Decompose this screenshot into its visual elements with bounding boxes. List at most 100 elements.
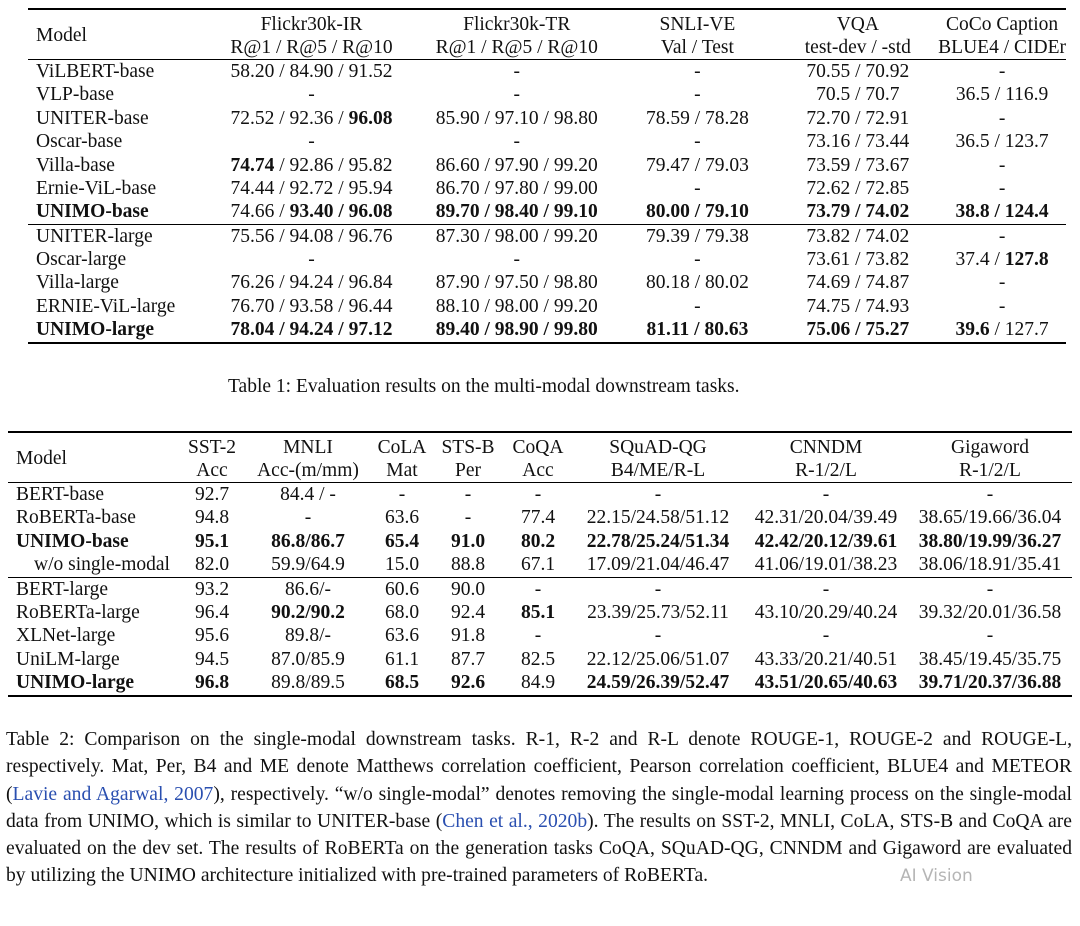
- table-row: VLP-base - - - 70.5 / 70.7 36.5 / 116.9: [28, 83, 1066, 106]
- cell: -: [998, 154, 1006, 176]
- table1-subheader-col3: Val / Test: [617, 36, 778, 60]
- table-row: RoBERTa-base 94.8 - 63.6 - 77.4 22.15/24…: [8, 506, 1072, 529]
- cell: -: [822, 483, 830, 505]
- cell: -: [822, 625, 830, 647]
- cell: -: [398, 483, 406, 505]
- table2-subheader-col8: R-1/2/L: [908, 459, 1072, 483]
- cell: 76.70 / 93.58 / 96.44: [230, 295, 393, 317]
- cell: 75.56 / 94.08 / 96.76: [206, 223, 417, 249]
- cell: 89.8/-: [284, 625, 332, 647]
- cell: -: [998, 177, 1006, 199]
- table-row: w/o single-modal 82.0 59.9/64.9 15.0 88.…: [8, 553, 1072, 577]
- table2-subheader-col2: Acc-(m/mm): [244, 459, 372, 483]
- cell: 59.9/64.9: [271, 554, 345, 576]
- model-name: RoBERTa-large: [16, 601, 140, 623]
- cell: 96.8: [194, 672, 230, 694]
- table-row: BERT-large 93.2 86.6/- 60.6 90.0 - - - -: [8, 576, 1072, 601]
- table1-subheader-col5: BLUE4 / CIDEr: [938, 36, 1066, 60]
- cell: 82.5: [520, 648, 556, 670]
- cell: 94.8: [194, 507, 230, 529]
- cell: 22.12/25.06/51.07: [586, 648, 730, 670]
- table2-subheader-col7: R-1/2/L: [744, 459, 908, 483]
- cell: 61.1: [384, 648, 420, 670]
- cell: 80.18 / 80.02: [645, 272, 749, 294]
- cell-part-bold: 127.8: [1004, 249, 1049, 271]
- cell: 77.4: [520, 507, 556, 529]
- cell: 72.52 / 92.36 / 96.08: [207, 107, 416, 130]
- cell: 86.8/86.7: [271, 530, 345, 552]
- model-name: Oscar-base: [36, 131, 123, 153]
- cell: 89.40 / 98.90 / 99.80: [435, 319, 598, 341]
- cell: 79.47 / 79.03: [645, 154, 749, 176]
- model-name: Oscar-large: [36, 249, 127, 271]
- cell: -: [572, 576, 744, 601]
- cell: 63.6: [384, 507, 420, 529]
- cell: 91.8: [450, 625, 486, 647]
- cell: 38.80/19.99/36.27: [918, 530, 1062, 552]
- cell: -: [308, 84, 315, 106]
- citation-link[interactable]: Lavie and Agarwal, 2007: [12, 783, 214, 805]
- cell-part-bold: 96.08: [348, 107, 393, 129]
- cell-part: / 127.7: [989, 319, 1049, 341]
- cell: 93.2: [180, 576, 244, 601]
- table-row: UNITER-base 72.52 / 92.36 / 96.08 85.90 …: [28, 107, 1066, 130]
- table-row: UNITER-large 75.56 / 94.08 / 96.76 87.30…: [28, 223, 1066, 249]
- cell: 42.31/20.04/39.49: [754, 507, 898, 529]
- table2-header-model: Model: [8, 432, 180, 483]
- cell: -: [986, 625, 994, 647]
- model-name: UniLM-large: [16, 648, 120, 670]
- model-name: Villa-large: [36, 272, 119, 294]
- model-name: UNIMO-base: [36, 201, 149, 223]
- table2-subheader-col3: Mat: [372, 459, 432, 483]
- cell: 95.1: [194, 530, 230, 552]
- cell-part: / 92.86 / 95.82: [274, 154, 393, 176]
- cell: 63.6: [384, 625, 420, 647]
- cell: 37.4 / 127.8: [938, 248, 1066, 271]
- cell: 67.1: [520, 554, 556, 576]
- cell: 74.66 / 93.40 / 96.08: [207, 200, 416, 224]
- table-row: Villa-large 76.26 / 94.24 / 96.84 87.90 …: [28, 272, 1066, 295]
- cell: 86.6/-: [244, 576, 372, 601]
- cell: -: [513, 131, 520, 153]
- cell: 87.0/85.9: [271, 648, 345, 670]
- table-row: Villa-base 74.74 / 92.86 / 95.82 86.60 /…: [28, 154, 1066, 177]
- cell: 84.4 / -: [280, 483, 336, 505]
- cell: -: [308, 249, 315, 271]
- model-name: Ernie-ViL-base: [36, 177, 157, 199]
- cell: 74.44 / 92.72 / 95.94: [230, 177, 393, 199]
- cell-part: 74.66 /: [230, 201, 290, 223]
- cell: -: [464, 507, 472, 529]
- cell: 87.7: [450, 648, 486, 670]
- cell: 73.16 / 73.44: [806, 131, 910, 153]
- table-row: RoBERTa-large 96.4 90.2/90.2 68.0 92.4 8…: [8, 601, 1072, 624]
- cell: 88.8: [450, 554, 486, 576]
- table2-header-col4: STS-B: [441, 436, 495, 458]
- table2-subheader-col1: Acc: [180, 459, 244, 483]
- cell: 72.70 / 72.91: [806, 107, 910, 129]
- cell: 90.2/90.2: [271, 601, 345, 623]
- table-row: Oscar-large - - - 73.61 / 73.82 37.4 / 1…: [28, 248, 1066, 271]
- cell: 90.0: [432, 576, 504, 601]
- cell: 73.61 / 73.82: [806, 249, 910, 271]
- cell: 39.6 / 127.7: [938, 318, 1066, 342]
- cell: 43.51/20.65/40.63: [754, 672, 898, 694]
- cell: 70.55 / 70.92: [806, 60, 910, 82]
- table-row: BERT-base 92.7 84.4 / - - - - - - -: [8, 483, 1072, 507]
- cell: -: [694, 84, 701, 106]
- cell: 91.0: [450, 530, 486, 552]
- cell: -: [504, 576, 572, 601]
- cell: 92.4: [450, 601, 486, 623]
- model-name: UNIMO-large: [36, 319, 155, 341]
- cell: 68.5: [384, 672, 420, 694]
- cell: -: [998, 107, 1006, 129]
- caption-text: Table 2: Comparison on the single-modal …: [6, 729, 1072, 805]
- cell: 68.0: [384, 601, 420, 623]
- cell: 36.5 / 123.7: [955, 131, 1049, 153]
- model-name: XLNet-large: [16, 625, 116, 647]
- table1-subheader-col4: test-dev / -std: [777, 36, 939, 60]
- cell: -: [998, 60, 1006, 82]
- model-name: ViLBERT-base: [36, 60, 155, 82]
- cell: 89.70 / 98.40 / 99.10: [435, 201, 598, 223]
- cell: -: [694, 60, 701, 82]
- citation-link[interactable]: Chen et al., 2020b: [442, 810, 588, 832]
